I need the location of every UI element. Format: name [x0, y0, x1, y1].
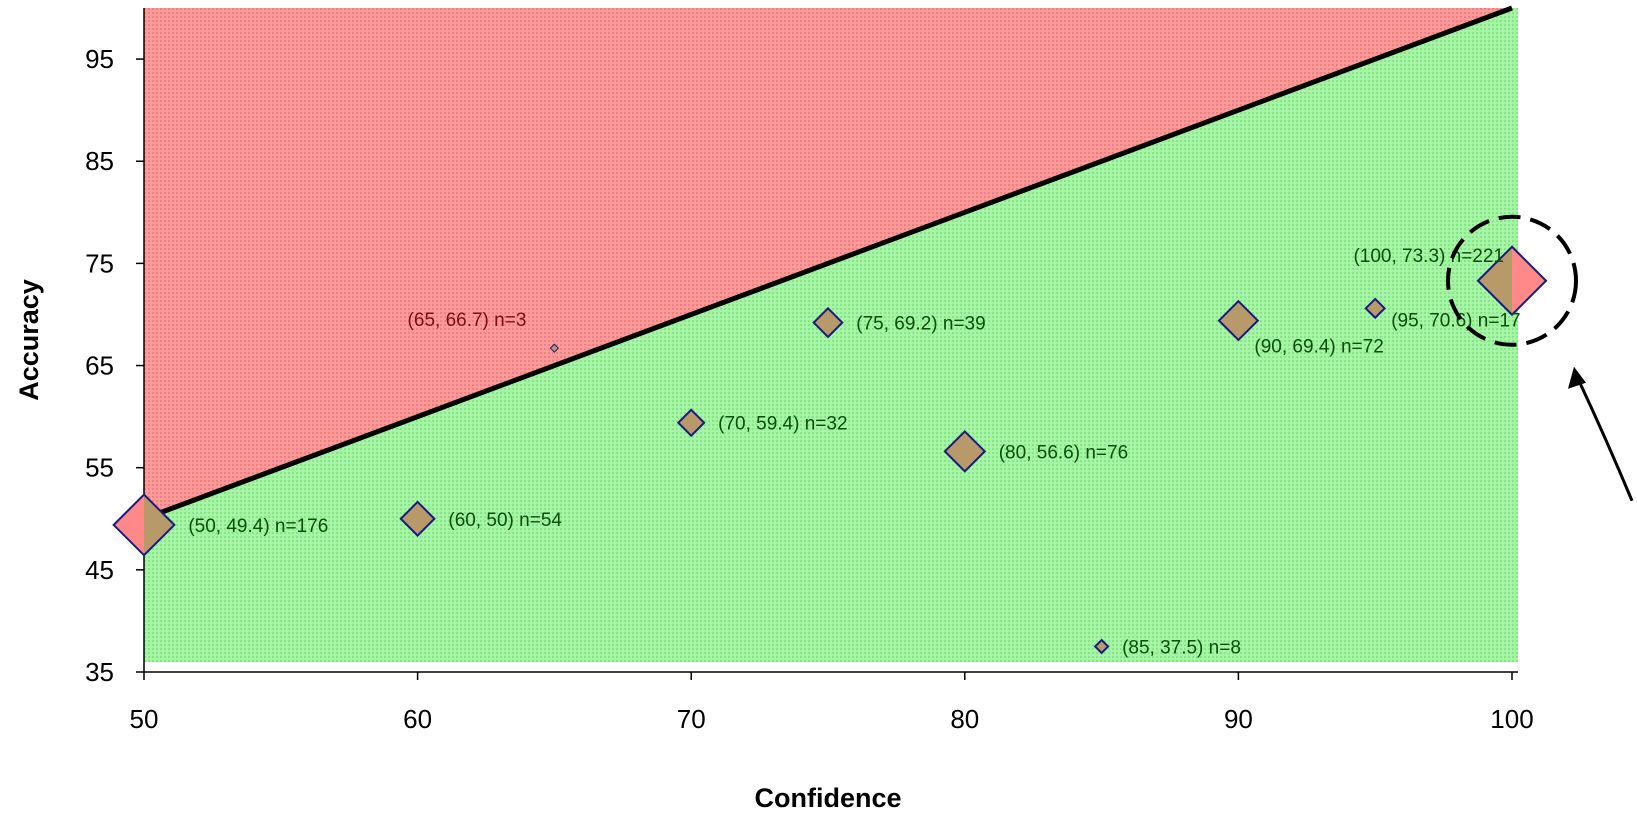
highlight-arrowhead: [1568, 366, 1586, 389]
x-axis-title: Confidence: [754, 783, 901, 813]
data-labels: (50, 49.4) n=176 (60, 50) n=54 (65, 66.7) …: [188, 246, 1520, 659]
y-tick-label: 65: [85, 351, 114, 381]
data-label: (80, 56.6) n=76: [999, 442, 1128, 463]
data-label: (75, 69.2) n=39: [856, 314, 985, 335]
y-axis-ticks: 35 45 55 65 75 85 95: [85, 44, 144, 687]
data-point: [1364, 297, 1387, 320]
x-tick-label: 70: [677, 704, 706, 734]
y-tick-label: 95: [85, 44, 114, 74]
x-axis-ticks: 50 60 70 80 90 100: [130, 672, 1534, 734]
y-tick-label: 85: [85, 146, 114, 176]
x-tick-label: 50: [130, 704, 159, 734]
data-label: (65, 66.7) n=3: [408, 310, 527, 331]
y-tick-label: 75: [85, 248, 114, 278]
data-point-half: [144, 494, 175, 556]
data-points: [112, 245, 1548, 655]
x-tick-label: 90: [1224, 704, 1253, 734]
data-point: [549, 343, 560, 353]
data-point: [812, 306, 844, 339]
data-label: (85, 37.5) n=8: [1122, 637, 1241, 658]
data-point: [1217, 299, 1260, 342]
data-label: (50, 49.4) n=176: [188, 516, 328, 537]
data-label: (70, 59.4) n=32: [718, 414, 847, 435]
data-point: [1093, 638, 1110, 655]
x-tick-label: 100: [1490, 704, 1533, 734]
y-tick-label: 45: [85, 555, 114, 585]
highlight-annotation: [1446, 214, 1634, 502]
x-tick-label: 80: [950, 704, 979, 734]
data-point: [112, 493, 176, 557]
data-label: (100, 73.3) n=221: [1353, 246, 1504, 267]
y-tick-label: 55: [85, 453, 114, 483]
data-point-half: [1512, 246, 1546, 315]
data-point: [1476, 245, 1548, 317]
axes: [143, 8, 1518, 673]
y-tick-label: 35: [85, 657, 114, 687]
data-label: (60, 50) n=54: [448, 510, 562, 531]
highlight-dashed-circle: [1446, 214, 1578, 347]
y-axis-title: Accuracy: [14, 279, 44, 401]
x-tick-label: 60: [403, 704, 432, 734]
data-point: [676, 408, 706, 438]
data-label: (95, 70.6) n=17: [1391, 310, 1520, 331]
highlight-arrow: [1576, 378, 1634, 502]
data-label: (90, 69.4) n=72: [1254, 337, 1383, 358]
data-point: [943, 429, 987, 473]
data-point-half: [113, 494, 144, 556]
reference-diagonal-line: [143, 5, 1513, 522]
data-point: [399, 500, 436, 537]
data-point-half: [1478, 246, 1512, 315]
